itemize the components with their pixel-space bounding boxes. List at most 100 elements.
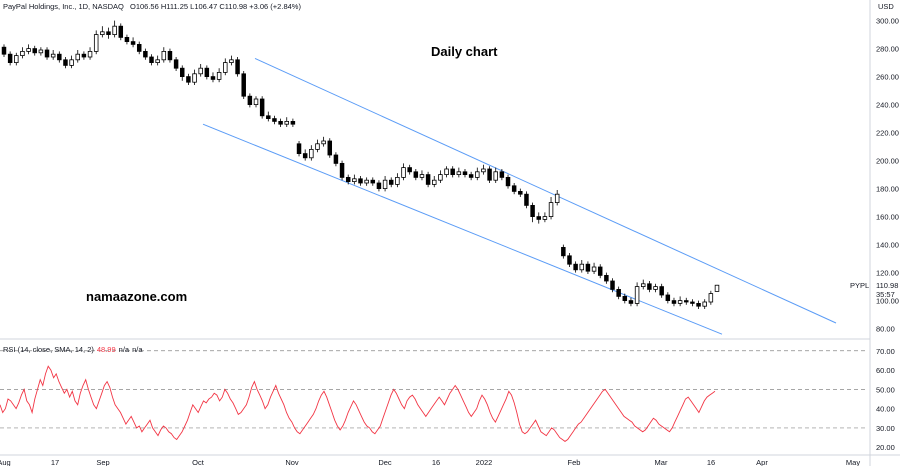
price-tick-label: 300.00 — [876, 17, 899, 26]
candle — [499, 169, 505, 181]
candle — [647, 281, 652, 293]
candle-body — [425, 174, 431, 185]
candle — [622, 293, 628, 304]
price-tick-label: 140.00 — [876, 241, 899, 250]
time-tick-label: 17 — [51, 458, 59, 466]
candle — [370, 177, 376, 186]
watermark-text: namaazone.com — [86, 289, 187, 304]
candle-body — [388, 179, 394, 185]
candle-body — [708, 293, 714, 303]
candle-body — [315, 143, 320, 150]
candle — [75, 50, 81, 63]
candle — [327, 138, 333, 158]
candle — [186, 73, 191, 85]
candle-body — [450, 168, 455, 175]
rsi-tick-label: 20.00 — [876, 443, 895, 452]
candle-body — [548, 202, 554, 218]
candle-body — [339, 162, 345, 178]
candle-body — [216, 72, 222, 80]
rsi-tick-label: 70.00 — [876, 347, 895, 356]
last-price-label: 110.98 — [876, 281, 898, 290]
candle-body — [186, 76, 191, 83]
candle — [352, 174, 357, 185]
candle-body — [475, 171, 480, 178]
candle — [585, 261, 591, 274]
candle — [401, 163, 406, 181]
candle — [561, 244, 566, 259]
candle — [173, 57, 179, 71]
candle-body — [462, 171, 468, 176]
time-tick-label: Oct — [192, 458, 205, 466]
candle — [395, 173, 400, 188]
candle-body — [93, 34, 99, 52]
candle-body — [499, 171, 505, 178]
candle — [505, 174, 511, 189]
candle-body — [241, 73, 246, 97]
candle — [32, 45, 37, 56]
candle-body — [382, 179, 388, 189]
candle-body — [690, 301, 695, 304]
candle — [210, 72, 216, 83]
price-tick-label: 260.00 — [876, 73, 899, 82]
ticker-label: PYPL — [850, 281, 869, 290]
candle — [278, 118, 283, 127]
candle-body — [542, 216, 548, 220]
candle — [696, 300, 701, 309]
candle-body — [136, 44, 142, 52]
candle — [524, 191, 529, 209]
candle — [610, 278, 615, 293]
candle — [149, 54, 154, 66]
price-tick-label: 160.00 — [876, 213, 899, 222]
candle-body — [81, 53, 87, 58]
candle — [548, 197, 554, 220]
candle-body — [198, 67, 203, 75]
rsi-pane — [0, 350, 868, 442]
candle — [155, 55, 160, 66]
candle-body — [468, 174, 474, 178]
candle — [321, 136, 326, 147]
time-tick-label: Apr — [756, 458, 768, 466]
candle-body — [167, 51, 173, 61]
candle-body — [32, 48, 37, 54]
candle-body — [296, 143, 302, 155]
candle-body — [57, 53, 62, 61]
candle-body — [284, 121, 289, 125]
candle-body — [554, 193, 560, 203]
rsi-levels — [0, 350, 868, 429]
candle-body — [302, 153, 308, 159]
candle-body — [395, 176, 400, 185]
time-tick-label: Feb — [568, 458, 581, 466]
candle-body — [530, 204, 535, 217]
candle — [309, 145, 314, 161]
candle — [714, 284, 720, 292]
candle — [518, 188, 523, 197]
candle — [413, 169, 419, 181]
candle-body — [272, 118, 277, 122]
candle-body — [259, 98, 265, 117]
candle-body — [677, 300, 683, 304]
candle-body — [481, 168, 486, 173]
candle — [487, 166, 492, 183]
candle — [50, 50, 56, 60]
candle-body — [358, 178, 363, 184]
candle-body — [671, 300, 677, 304]
candle-body — [180, 67, 185, 77]
candle-body — [50, 53, 56, 58]
candle — [161, 47, 167, 63]
candle — [364, 177, 369, 186]
candle-body — [518, 190, 523, 195]
candle-body — [640, 283, 646, 287]
candle — [136, 41, 142, 55]
candle — [530, 202, 535, 223]
time-tick-label: May — [846, 458, 860, 466]
time-tick-label: Sep — [96, 458, 109, 466]
candle — [290, 118, 296, 127]
candle — [296, 141, 302, 157]
price-tick-label: 240.00 — [876, 101, 899, 110]
candle — [192, 69, 197, 85]
candle — [690, 299, 695, 307]
candle — [432, 176, 437, 188]
candle — [266, 111, 271, 122]
candle-body — [364, 179, 369, 184]
candle-body — [210, 76, 216, 80]
